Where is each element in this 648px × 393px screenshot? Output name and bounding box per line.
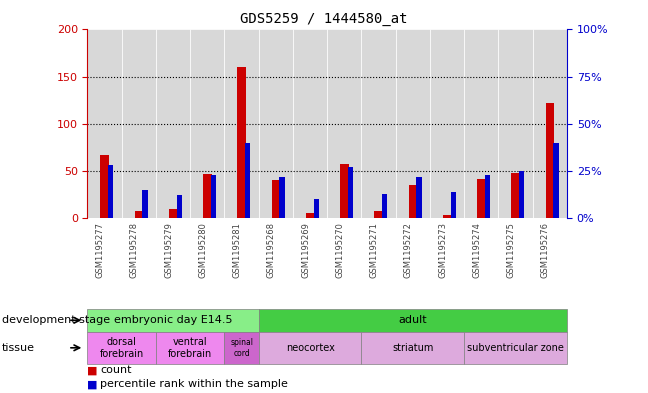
Text: GSM1195270: GSM1195270: [336, 222, 344, 278]
Bar: [464, 29, 498, 218]
Bar: [417, 176, 422, 218]
Bar: [382, 194, 388, 218]
Bar: [177, 195, 182, 218]
Bar: [477, 178, 485, 218]
Bar: [546, 103, 554, 218]
Bar: [306, 213, 314, 218]
Text: striatum: striatum: [392, 343, 434, 353]
Bar: [169, 209, 178, 218]
Text: GSM1195280: GSM1195280: [198, 222, 207, 278]
Bar: [122, 29, 156, 218]
Bar: [553, 143, 559, 218]
Bar: [293, 29, 327, 218]
Text: GSM1195274: GSM1195274: [472, 222, 481, 278]
Bar: [362, 29, 396, 218]
Bar: [211, 175, 216, 218]
Bar: [519, 171, 524, 218]
Bar: [279, 176, 284, 218]
Bar: [409, 185, 417, 218]
Text: GSM1195279: GSM1195279: [164, 222, 173, 278]
Text: adult: adult: [399, 315, 427, 325]
Bar: [191, 29, 224, 218]
Bar: [498, 29, 533, 218]
Text: spinal
cord: spinal cord: [230, 338, 253, 358]
Bar: [135, 211, 143, 218]
Bar: [327, 29, 362, 218]
Bar: [259, 29, 293, 218]
Text: GSM1195277: GSM1195277: [96, 222, 104, 278]
Text: development stage: development stage: [2, 315, 110, 325]
Text: dorsal
forebrain: dorsal forebrain: [100, 337, 144, 358]
Bar: [451, 192, 456, 218]
Bar: [100, 155, 109, 218]
Text: GSM1195278: GSM1195278: [130, 222, 139, 278]
Bar: [375, 211, 383, 218]
Text: GSM1195273: GSM1195273: [438, 222, 447, 278]
Text: ■: ■: [87, 379, 98, 389]
Bar: [396, 29, 430, 218]
Bar: [533, 29, 567, 218]
Text: neocortex: neocortex: [286, 343, 334, 353]
Text: GSM1195269: GSM1195269: [301, 222, 310, 278]
Text: GDS5259 / 1444580_at: GDS5259 / 1444580_at: [240, 12, 408, 26]
Bar: [340, 164, 349, 218]
Bar: [272, 180, 280, 218]
Bar: [314, 199, 319, 218]
Text: GSM1195272: GSM1195272: [404, 222, 413, 278]
Bar: [224, 29, 259, 218]
Text: subventricular zone: subventricular zone: [467, 343, 564, 353]
Bar: [511, 173, 520, 218]
Bar: [203, 174, 212, 218]
Bar: [430, 29, 464, 218]
Text: ■: ■: [87, 365, 98, 375]
Text: GSM1195275: GSM1195275: [507, 222, 516, 278]
Bar: [485, 175, 490, 218]
Bar: [87, 29, 122, 218]
Bar: [348, 167, 353, 218]
Bar: [143, 190, 148, 218]
Text: GSM1195271: GSM1195271: [369, 222, 378, 278]
Bar: [245, 143, 250, 218]
Text: percentile rank within the sample: percentile rank within the sample: [100, 379, 288, 389]
Text: count: count: [100, 365, 132, 375]
Bar: [443, 215, 452, 218]
Text: ventral
forebrain: ventral forebrain: [168, 337, 213, 358]
Text: embryonic day E14.5: embryonic day E14.5: [114, 315, 233, 325]
Bar: [156, 29, 191, 218]
Bar: [237, 67, 246, 218]
Text: tissue: tissue: [2, 343, 35, 353]
Text: GSM1195276: GSM1195276: [541, 222, 550, 278]
Text: GSM1195281: GSM1195281: [233, 222, 242, 278]
Text: GSM1195268: GSM1195268: [267, 222, 276, 278]
Bar: [108, 165, 113, 218]
